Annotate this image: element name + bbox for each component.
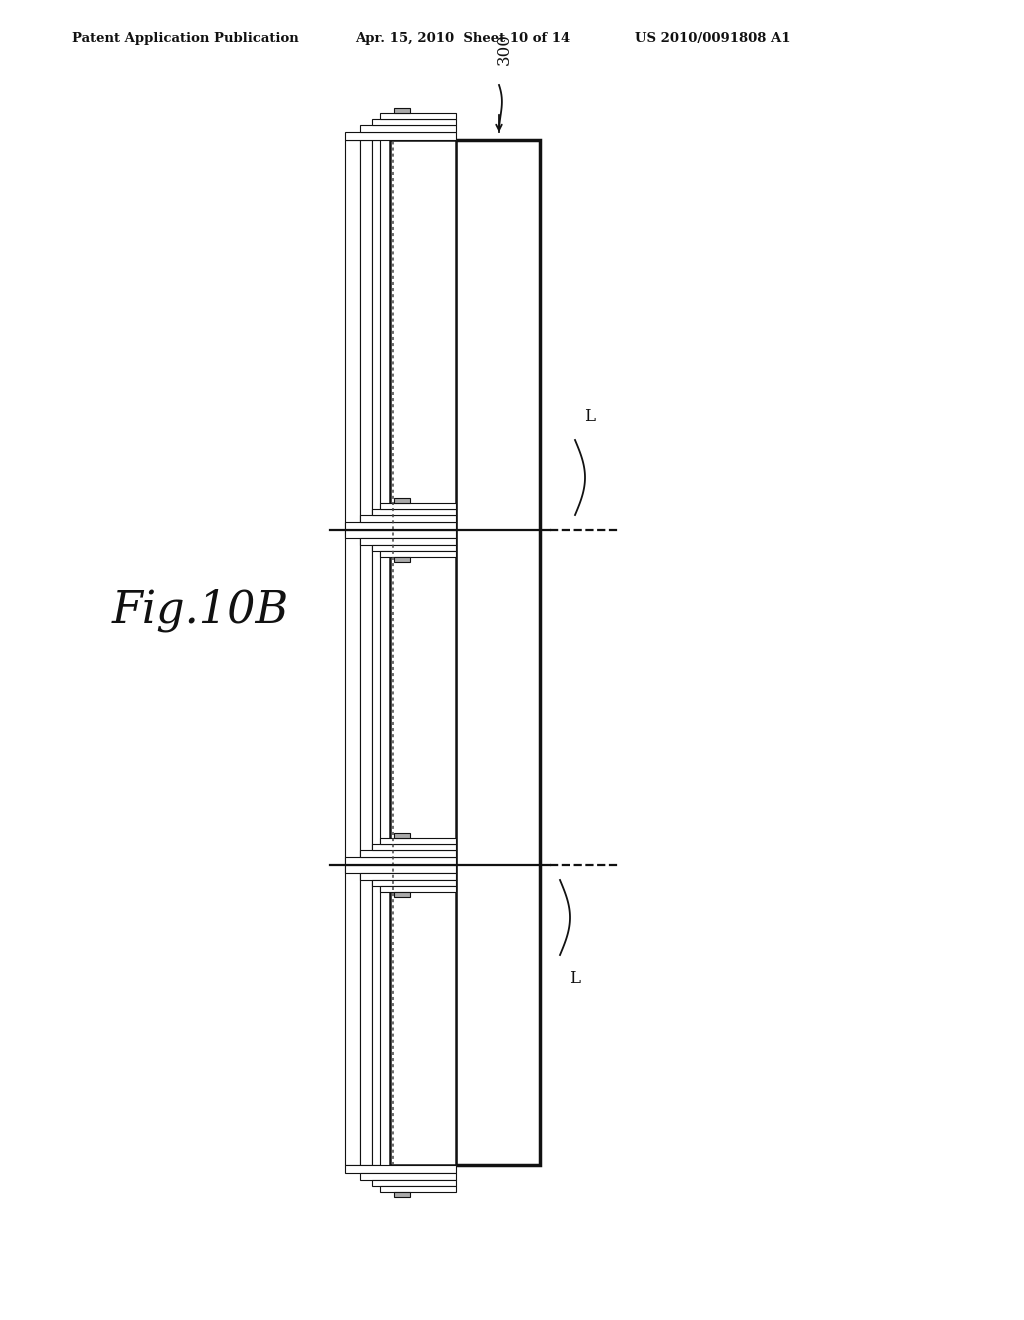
Bar <box>390 140 456 1166</box>
Bar <box>345 140 360 1166</box>
Text: L: L <box>569 970 581 987</box>
Bar <box>360 515 456 521</box>
Bar <box>360 1173 456 1180</box>
Bar <box>394 108 410 114</box>
Bar <box>380 1185 456 1192</box>
Bar <box>372 140 380 1166</box>
Bar <box>360 125 456 132</box>
Bar <box>360 850 456 857</box>
Bar <box>345 857 456 865</box>
Text: Apr. 15, 2010  Sheet 10 of 14: Apr. 15, 2010 Sheet 10 of 14 <box>355 32 570 45</box>
Text: Fig.10B: Fig.10B <box>112 589 289 632</box>
Bar <box>345 132 456 140</box>
Bar <box>394 892 410 898</box>
Bar <box>394 498 410 503</box>
Bar <box>360 140 372 1166</box>
Bar <box>372 510 456 515</box>
Bar <box>380 838 456 843</box>
Bar <box>372 1180 456 1185</box>
Bar <box>455 140 540 1166</box>
Bar <box>345 521 456 531</box>
Bar <box>372 119 456 125</box>
Bar <box>394 833 410 838</box>
Bar <box>394 1192 410 1197</box>
Bar <box>372 880 456 886</box>
Bar <box>345 865 456 873</box>
Bar <box>372 545 456 550</box>
Bar <box>360 539 456 545</box>
Bar <box>394 557 410 562</box>
Bar <box>380 550 456 557</box>
Text: US 2010/0091808 A1: US 2010/0091808 A1 <box>635 32 791 45</box>
Bar <box>380 503 456 510</box>
Text: 300: 300 <box>496 33 512 65</box>
Bar <box>345 1166 456 1173</box>
Bar <box>345 531 456 539</box>
Bar <box>380 114 456 119</box>
Text: Patent Application Publication: Patent Application Publication <box>72 32 299 45</box>
Bar <box>360 873 456 880</box>
Text: L: L <box>585 408 596 425</box>
Bar <box>372 843 456 850</box>
Bar <box>380 886 456 892</box>
